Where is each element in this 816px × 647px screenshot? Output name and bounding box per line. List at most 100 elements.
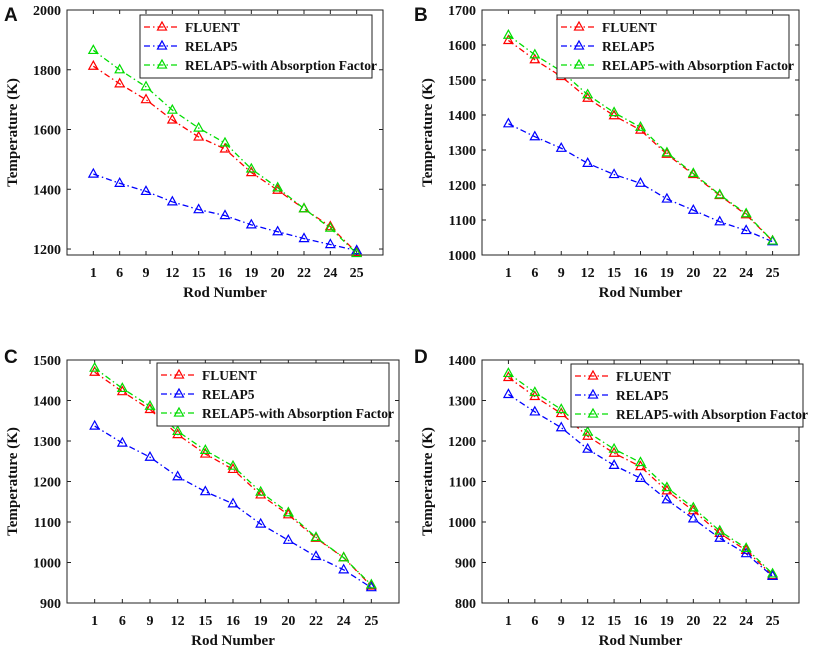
- y-tick-label: 900: [40, 597, 61, 612]
- data-point-marker: [89, 361, 101, 372]
- data-point-marker: [219, 209, 231, 220]
- y-tick-label: 1400: [448, 354, 476, 369]
- data-point-marker: [608, 442, 620, 453]
- x-tick-label: 9: [558, 614, 565, 629]
- x-axis-label: Rod Number: [183, 285, 267, 301]
- data-point-marker: [661, 192, 673, 203]
- data-point-marker: [116, 382, 128, 393]
- series-absorption: [502, 367, 779, 578]
- data-point-marker: [245, 162, 257, 173]
- data-point-marker: [555, 421, 567, 432]
- legend-swatch-marker: [587, 369, 599, 380]
- data-point-marker: [661, 146, 673, 157]
- legend-box: [156, 362, 390, 427]
- y-tick-label: 1300: [33, 435, 61, 450]
- data-point-marker: [298, 232, 310, 243]
- data-point-marker: [227, 497, 239, 508]
- x-tick-label: 1: [90, 266, 97, 281]
- y-tick-label: 800: [455, 597, 476, 612]
- legend-swatch-marker: [573, 58, 585, 69]
- legend-label: RELAP5: [616, 388, 669, 403]
- data-point-marker: [351, 244, 363, 255]
- y-tick-label: 1600: [33, 124, 61, 139]
- data-point-marker: [502, 388, 514, 399]
- data-point-marker: [272, 181, 284, 192]
- y-tick-label: 1400: [448, 109, 476, 124]
- data-point-marker: [166, 113, 178, 124]
- data-point-marker: [740, 207, 752, 218]
- x-tick-label: 16: [226, 614, 240, 629]
- legend-box: [556, 14, 790, 79]
- x-tick-label: 12: [581, 614, 595, 629]
- data-point-marker: [714, 531, 726, 542]
- data-point-marker: [634, 176, 647, 187]
- legend-swatch-marker: [587, 407, 599, 418]
- data-point-marker: [310, 531, 322, 542]
- y-tick-label: 1400: [33, 395, 61, 410]
- data-point-marker: [144, 399, 156, 410]
- panel-letter: A: [4, 5, 18, 26]
- x-tick-label: 9: [147, 614, 154, 629]
- x-tick-label: 24: [739, 266, 753, 281]
- y-tick-label: 900: [455, 557, 476, 572]
- data-point-marker: [87, 59, 99, 70]
- data-point-marker: [172, 428, 184, 439]
- x-tick-label: 6: [531, 266, 538, 281]
- x-tick-label: 22: [713, 266, 727, 281]
- series-line: [93, 173, 357, 252]
- x-axis-label: Rod Number: [599, 285, 683, 301]
- data-point-marker: [351, 247, 363, 258]
- data-point-marker: [582, 157, 594, 167]
- series-relap5: [87, 167, 363, 255]
- y-tick-label: 1100: [449, 476, 476, 491]
- y-tick-label: 1500: [448, 74, 476, 89]
- x-tick-label: 15: [607, 614, 621, 629]
- data-point-marker: [219, 142, 231, 153]
- y-tick-label: 1100: [34, 516, 61, 531]
- legend: FLUENT RELAP5 RELAP5-with Absorption Facto…: [139, 14, 377, 79]
- legend-swatch-marker: [573, 39, 585, 50]
- x-tick-label: 20: [271, 266, 285, 281]
- data-point-marker: [502, 367, 514, 378]
- series-line: [94, 367, 372, 586]
- x-tick-label: 12: [171, 614, 185, 629]
- data-point-marker: [255, 485, 267, 496]
- x-tick-label: 16: [218, 266, 232, 281]
- x-tick-label: 19: [660, 266, 674, 281]
- y-tick-label: 1500: [33, 354, 61, 369]
- legend-swatch-marker: [156, 58, 168, 69]
- x-tick-label: 22: [309, 614, 323, 629]
- data-point-marker: [140, 93, 152, 104]
- x-tick-label: 15: [607, 266, 621, 281]
- data-point-marker: [116, 385, 128, 396]
- data-point-marker: [227, 463, 239, 474]
- data-point-marker: [740, 224, 752, 235]
- y-tick-label: 1700: [448, 4, 476, 19]
- data-point-marker: [529, 48, 541, 59]
- data-point-marker: [199, 444, 211, 454]
- data-point-marker: [714, 527, 726, 538]
- data-point-marker: [255, 488, 267, 499]
- data-point-marker: [502, 28, 514, 39]
- y-axis-label: Temperature (K): [5, 427, 21, 536]
- legend-label: RELAP5-with Absorption Factor: [185, 58, 377, 73]
- x-tick-label: 9: [143, 266, 150, 281]
- y-axis-label: Temperature (K): [420, 427, 436, 536]
- series-line: [508, 393, 774, 577]
- data-point-marker: [582, 425, 594, 436]
- x-tick-label: 25: [350, 266, 364, 281]
- x-tick-label: 1: [505, 614, 512, 629]
- panel-letter: B: [414, 5, 428, 26]
- data-point-marker: [661, 147, 673, 158]
- legend-label: RELAP5: [202, 387, 255, 402]
- series-relap5: [89, 419, 377, 592]
- x-axis-label: Rod Number: [599, 633, 683, 647]
- legend-box: [139, 14, 373, 79]
- legend-label: FLUENT: [202, 368, 257, 383]
- data-point-marker: [282, 508, 294, 519]
- legend-swatch-marker: [173, 368, 185, 379]
